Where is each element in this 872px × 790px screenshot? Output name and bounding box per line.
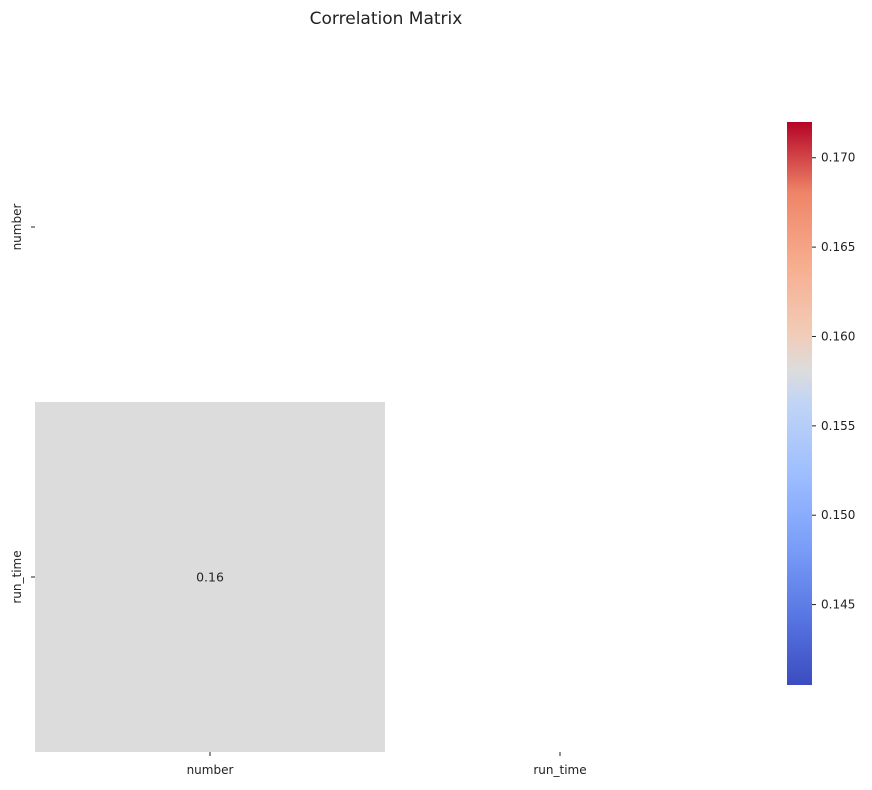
heatmap-cell (35, 402, 385, 752)
cell-value-label: 0.16 (196, 570, 224, 585)
chart-title: Correlation Matrix (310, 9, 463, 29)
y-axis: number run_time (10, 204, 35, 604)
colorbar-tick-label: 0.150 (821, 508, 855, 522)
y-tick-label: number (10, 204, 24, 251)
y-tick-label: run_time (10, 550, 24, 603)
colorbar-tick-label: 0.170 (821, 151, 855, 165)
x-tick-label: number (187, 763, 234, 777)
x-axis: number run_time (187, 752, 587, 777)
heatmap-annotations: 0.16 (196, 570, 224, 585)
heatmap-cells (35, 402, 385, 752)
x-tick-label: run_time (533, 763, 586, 777)
colorbar-tick-label: 0.145 (821, 598, 855, 612)
colorbar-tick-label: 0.155 (821, 419, 855, 433)
colorbar (787, 122, 812, 685)
colorbar-tick-label: 0.165 (821, 240, 855, 254)
colorbar-ticks: 0.145 0.150 0.155 0.160 0.165 0.170 (812, 151, 855, 612)
colorbar-tick-label: 0.160 (821, 329, 855, 343)
